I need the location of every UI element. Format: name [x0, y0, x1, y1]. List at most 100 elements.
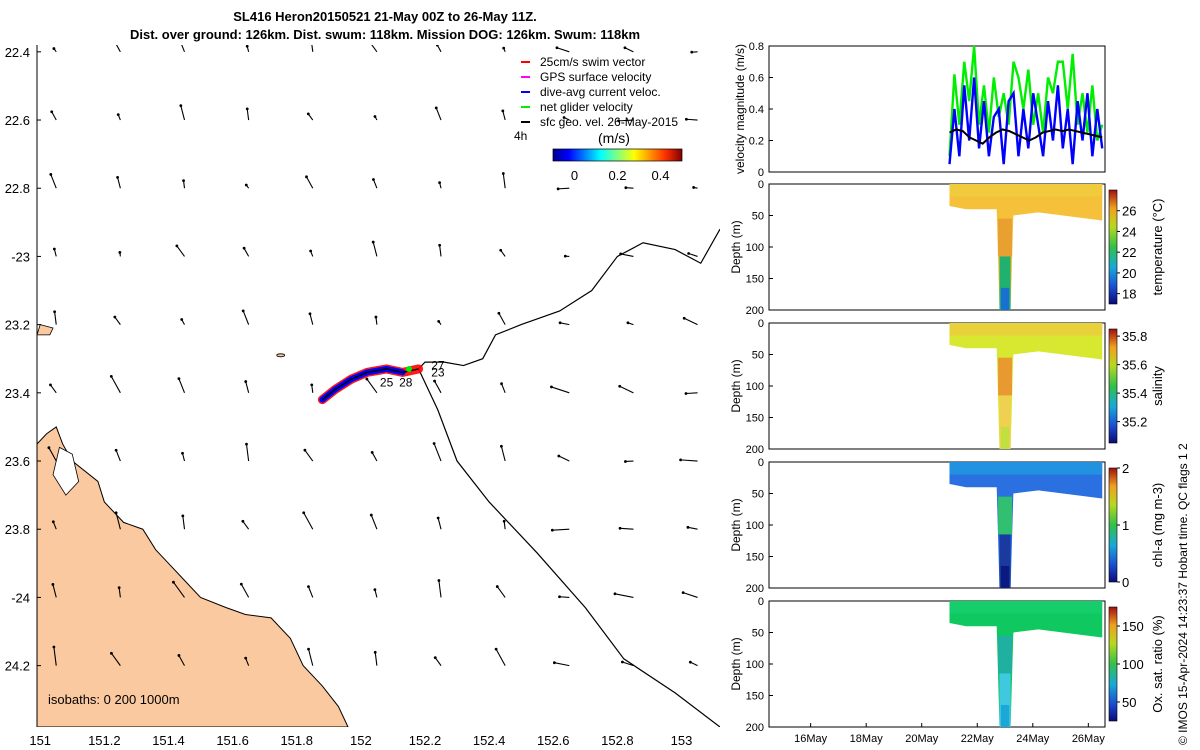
map-x-tick-label: 152.4 — [473, 733, 506, 748]
colorbar-tick-label: 150 — [1122, 619, 1144, 634]
vector-head — [307, 647, 310, 651]
vector-head — [555, 46, 559, 50]
surface-velocity-vector — [50, 384, 57, 394]
section-ylabel: Depth (m) — [729, 220, 743, 273]
day-label: 23 — [431, 365, 445, 379]
section-fill — [949, 323, 1103, 449]
vector-head — [49, 173, 53, 176]
vector-head — [617, 119, 621, 123]
velocity-y-tick-label: 0.8 — [749, 41, 764, 53]
vector-head — [371, 240, 375, 244]
colorbar-label: (m/s) — [598, 130, 630, 146]
day-label: 25 — [380, 376, 394, 390]
vector-head — [499, 248, 503, 252]
colorbar-tick: 0.4 — [651, 168, 669, 183]
velocity-y-tick-label: 0 — [758, 167, 764, 179]
surface-velocity-vector — [682, 592, 698, 598]
vector-head — [244, 656, 248, 660]
glider-track-line — [321, 368, 419, 401]
surface-velocity-vector — [370, 514, 378, 530]
velocity-y-tick-label: 0.6 — [749, 73, 764, 85]
vector-head — [49, 383, 52, 387]
surface-velocity-vector — [242, 520, 250, 530]
vector-head — [373, 650, 377, 654]
surface-velocity-vector — [434, 657, 442, 666]
surface-layer — [949, 323, 1103, 336]
surface-velocity-vector — [620, 527, 634, 530]
surface-velocity-vector — [182, 515, 186, 530]
vector-head — [433, 656, 437, 660]
time-axis-label: 20May — [905, 733, 939, 745]
surface-velocity-vector — [683, 317, 698, 326]
vector-head — [52, 247, 56, 251]
surface-velocity-vector — [243, 247, 250, 257]
legend-label: dive-avg current veloc. — [540, 85, 661, 99]
velocity-series-line — [948, 77, 1104, 165]
vector-head — [310, 383, 314, 387]
legend-note: 4h — [514, 129, 527, 143]
surface-velocity-vector — [178, 378, 186, 394]
map-y-tick-label: 22.6 — [5, 113, 30, 128]
surface-velocity-vector — [558, 455, 570, 462]
vector-head — [303, 448, 307, 452]
colorbar-label: chl-a (mg m-3) — [1150, 483, 1165, 568]
surface-velocity-vector — [115, 450, 121, 462]
surface-velocity-vector — [304, 449, 314, 462]
section-y-tick-label: 150 — [746, 413, 764, 425]
time-axis-label: 26May — [1072, 733, 1106, 745]
surface-velocity-vector — [502, 173, 506, 189]
vector-head — [500, 382, 503, 386]
section-y-tick-label: 200 — [746, 444, 764, 456]
section-y-tick-label: 100 — [746, 242, 764, 254]
surface-layer — [949, 462, 1103, 475]
map-y-tick-label: 24.2 — [5, 659, 30, 674]
vector-head — [495, 585, 499, 588]
map-y-tick-label: -23 — [11, 249, 30, 264]
vector-head — [502, 519, 506, 523]
map-y-tick-label: -24 — [11, 590, 30, 605]
vector-head — [372, 178, 375, 181]
vector-head — [613, 592, 617, 596]
day-label: 28 — [399, 376, 413, 390]
vector-head — [501, 172, 505, 175]
title-line-2: Dist. over ground: 126km. Dist. swum: 11… — [129, 27, 641, 42]
vector-head — [47, 446, 51, 450]
surface-velocity-vector — [176, 245, 185, 257]
vector-head — [114, 511, 118, 515]
legend-label: 25cm/s swim vector — [540, 55, 645, 69]
section-y-tick-label: 0 — [758, 457, 764, 469]
vector-head — [373, 115, 377, 118]
surface-velocity-vector — [437, 517, 442, 530]
surface-velocity-vector — [115, 512, 121, 530]
colorbar-tick-label: 35.8 — [1122, 329, 1147, 344]
map-x-tick-label: 152.6 — [537, 733, 570, 748]
vector-head — [52, 47, 56, 50]
time-axis-label: 16May — [794, 733, 828, 745]
surface-velocity-vector — [686, 118, 698, 121]
vector-head — [435, 45, 439, 47]
section-y-tick-label: 150 — [746, 552, 764, 564]
net-velocity-marker — [405, 365, 412, 372]
deepest-layer — [1000, 287, 1010, 310]
vector-head — [179, 104, 183, 108]
deep-layer — [998, 496, 1012, 535]
section-y-tick-label: 150 — [746, 274, 764, 286]
surface-velocity-vector — [110, 652, 121, 666]
vector-head — [502, 46, 506, 50]
legend-label: GPS surface velocity — [540, 70, 651, 84]
deepest-layer — [1000, 426, 1010, 449]
section-colorbar — [1108, 328, 1118, 444]
vector-head — [245, 107, 249, 111]
vector-head — [365, 377, 369, 381]
surface-velocity-vector — [688, 252, 698, 257]
surface-velocity-vector — [180, 105, 186, 121]
velocity-y-tick-label: 0.2 — [749, 136, 764, 148]
vector-head — [618, 384, 622, 388]
vector-head — [624, 460, 627, 463]
title-line-1: SL416 Heron20150521 21-May 00Z to 26-May… — [233, 9, 537, 24]
vector-head — [432, 442, 436, 445]
vector-head — [307, 585, 310, 589]
vector-head — [436, 516, 440, 520]
map-y-tick-label: 22.4 — [5, 45, 30, 60]
